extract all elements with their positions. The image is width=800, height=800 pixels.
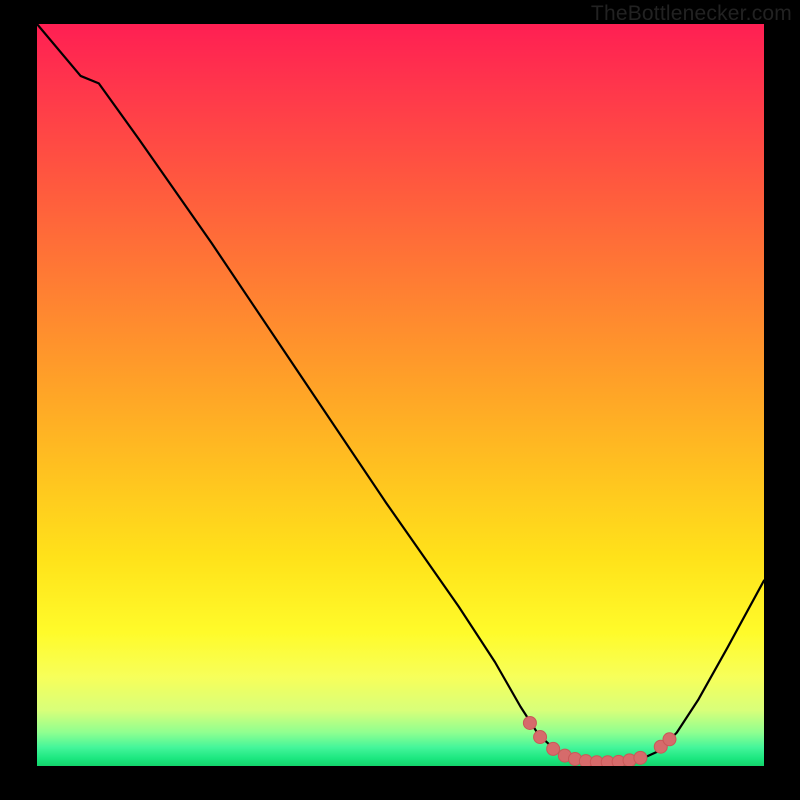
plot-area (37, 24, 764, 766)
watermark-text: TheBottlenecker.com (591, 2, 792, 26)
marker-dot (663, 733, 676, 746)
chart-container: TheBottlenecker.com (0, 0, 800, 800)
chart-overlay (37, 24, 764, 766)
marker-dot (547, 742, 560, 755)
marker-dot (523, 716, 536, 729)
main-curve (37, 24, 764, 762)
marker-dot (534, 731, 547, 744)
marker-dot (634, 751, 647, 764)
